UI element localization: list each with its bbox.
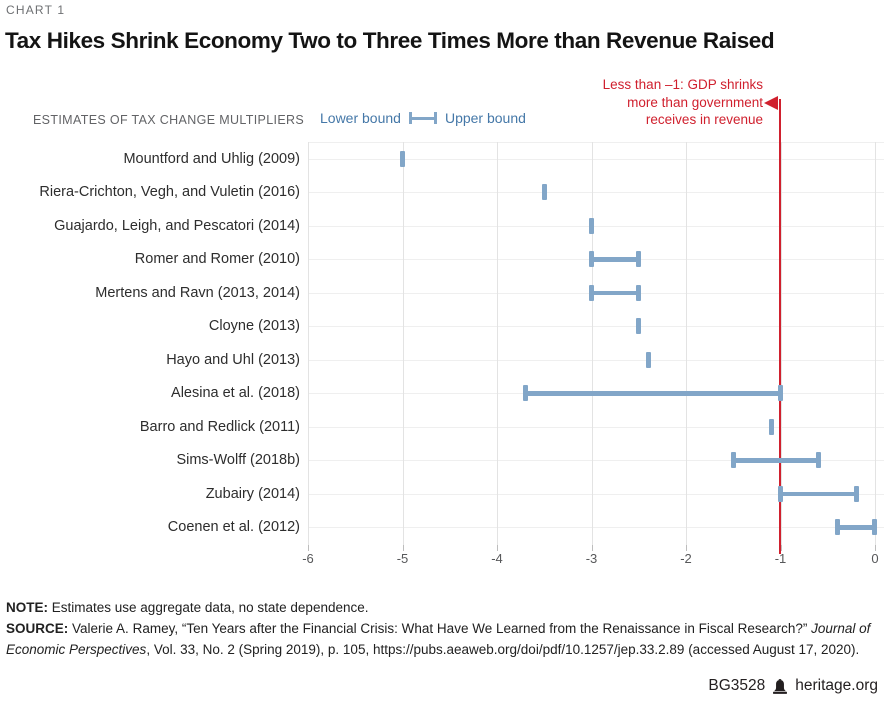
- range-bar: [836, 525, 876, 530]
- row-label: Riera-Crichton, Vegh, and Vuletin (2016): [39, 184, 300, 201]
- annotation-line: receives in revenue: [645, 112, 763, 127]
- row-label: Hayo and Uhl (2013): [166, 351, 300, 368]
- row-line: [308, 159, 884, 160]
- x-gridline: [497, 142, 498, 545]
- site-label: heritage.org: [795, 677, 878, 694]
- estimate-point: [645, 351, 651, 368]
- range-bar: [591, 290, 640, 296]
- axis-title: ESTIMATES OF TAX CHANGE MULTIPLIERS: [33, 113, 305, 127]
- row-label: Mertens and Ravn (2013, 2014): [95, 284, 300, 301]
- row-label: Alesina et al. (2018): [171, 385, 300, 402]
- row-line: [308, 494, 884, 495]
- row-label: Mountford and Uhlig (2009): [123, 150, 300, 167]
- row-label: Coenen et al. (2012): [167, 519, 300, 536]
- estimate-range: [589, 251, 642, 268]
- x-tick-label: -3: [585, 551, 598, 566]
- brand-line: BG3528 heritage.org: [708, 677, 878, 695]
- estimate-range: [778, 485, 859, 502]
- x-gridline: [780, 142, 782, 545]
- source-label: SOURCE:: [6, 621, 69, 636]
- range-bar: [591, 257, 640, 262]
- estimate-point: [589, 217, 594, 234]
- range-cap-upper: [636, 284, 642, 301]
- x-gridline: [686, 142, 687, 545]
- range-cap-upper: [853, 485, 859, 502]
- range-bar: [732, 458, 819, 463]
- doc-id: BG3528: [708, 677, 766, 694]
- x-tick: [402, 545, 404, 551]
- row-line: [308, 360, 884, 361]
- x-tick-label: 0: [871, 551, 879, 566]
- x-tick: [308, 545, 309, 551]
- x-tick-label: -2: [680, 551, 692, 566]
- note-text: Estimates use aggregate data, no state d…: [51, 600, 369, 615]
- x-tick: [591, 545, 593, 551]
- left-arrow-icon: [764, 96, 778, 110]
- estimate-point: [636, 318, 642, 335]
- annotation-line: more than government: [627, 94, 763, 110]
- row-label: Sims-Wolff (2018b): [176, 452, 300, 469]
- legend: Lower bound Upper bound: [320, 110, 526, 126]
- range-cap-upper: [872, 519, 878, 536]
- reference-line-minus-1: [779, 99, 781, 554]
- x-gridline: [308, 142, 309, 545]
- legend-upper-bound-label: Upper bound: [444, 110, 526, 126]
- estimate-range: [730, 452, 821, 469]
- row-label: Guajardo, Leigh, and Pescatori (2014): [54, 217, 300, 234]
- source-line: SOURCE: Valerie A. Ramey, “Ten Years aft…: [6, 618, 880, 660]
- estimate-range: [589, 284, 642, 301]
- range-bar-icon: [408, 112, 437, 124]
- row-line: [308, 527, 884, 528]
- estimate-range: [522, 385, 783, 402]
- x-gridline: [591, 142, 593, 545]
- x-tick-label: -5: [396, 551, 409, 566]
- range-cap-upper: [636, 251, 642, 268]
- estimate-range: [834, 519, 878, 536]
- x-tick: [875, 545, 876, 551]
- range-cap-upper: [815, 452, 821, 469]
- x-tick: [686, 545, 687, 551]
- x-tick: [497, 545, 498, 551]
- x-tick-label: -6: [302, 551, 314, 566]
- x-tick: [780, 545, 782, 551]
- range-bar: [524, 391, 781, 396]
- range-bar: [780, 491, 857, 497]
- source-text-after: , Vol. 33, No. 2 (Spring 2019), p. 105, …: [146, 642, 860, 657]
- estimate-point: [768, 418, 774, 435]
- source-text: Valerie A. Ramey, “Ten Years after the F…: [72, 621, 812, 636]
- chart-title: Tax Hikes Shrink Economy Two to Three Ti…: [5, 28, 775, 53]
- reference-annotation: Less than –1: GDP shrinks more than gove…: [603, 76, 763, 129]
- estimate-point: [541, 184, 547, 201]
- x-gridline: [402, 142, 404, 545]
- row-line: [308, 460, 884, 461]
- x-tick-label: -4: [491, 551, 503, 566]
- legend-lower-bound-label: Lower bound: [320, 110, 401, 126]
- estimate-point: [400, 150, 405, 167]
- row-label: Zubairy (2014): [205, 485, 300, 502]
- heritage-bell-icon: [773, 678, 788, 694]
- plot-top-line: [308, 142, 884, 143]
- row-line: [308, 192, 884, 193]
- note-line: NOTE: Estimates use aggregate data, no s…: [6, 597, 880, 618]
- range-cap-upper: [777, 385, 783, 402]
- source-journal: Journal of Economic Perspectives: [6, 621, 871, 657]
- row-line: [308, 427, 884, 428]
- row-line: [308, 326, 884, 327]
- note-label: NOTE:: [6, 600, 48, 615]
- row-label: Romer and Romer (2010): [134, 251, 300, 268]
- row-line: [308, 226, 884, 227]
- row-label: Barro and Redlick (2011): [139, 418, 300, 435]
- x-gridline: [875, 142, 876, 545]
- row-label: Cloyne (2013): [208, 318, 300, 335]
- footer-notes: NOTE: Estimates use aggregate data, no s…: [6, 597, 880, 660]
- x-tick-label: -1: [774, 551, 787, 566]
- annotation-line: Less than –1: GDP shrinks: [602, 77, 763, 92]
- chart-number-label: CHART 1: [6, 3, 66, 17]
